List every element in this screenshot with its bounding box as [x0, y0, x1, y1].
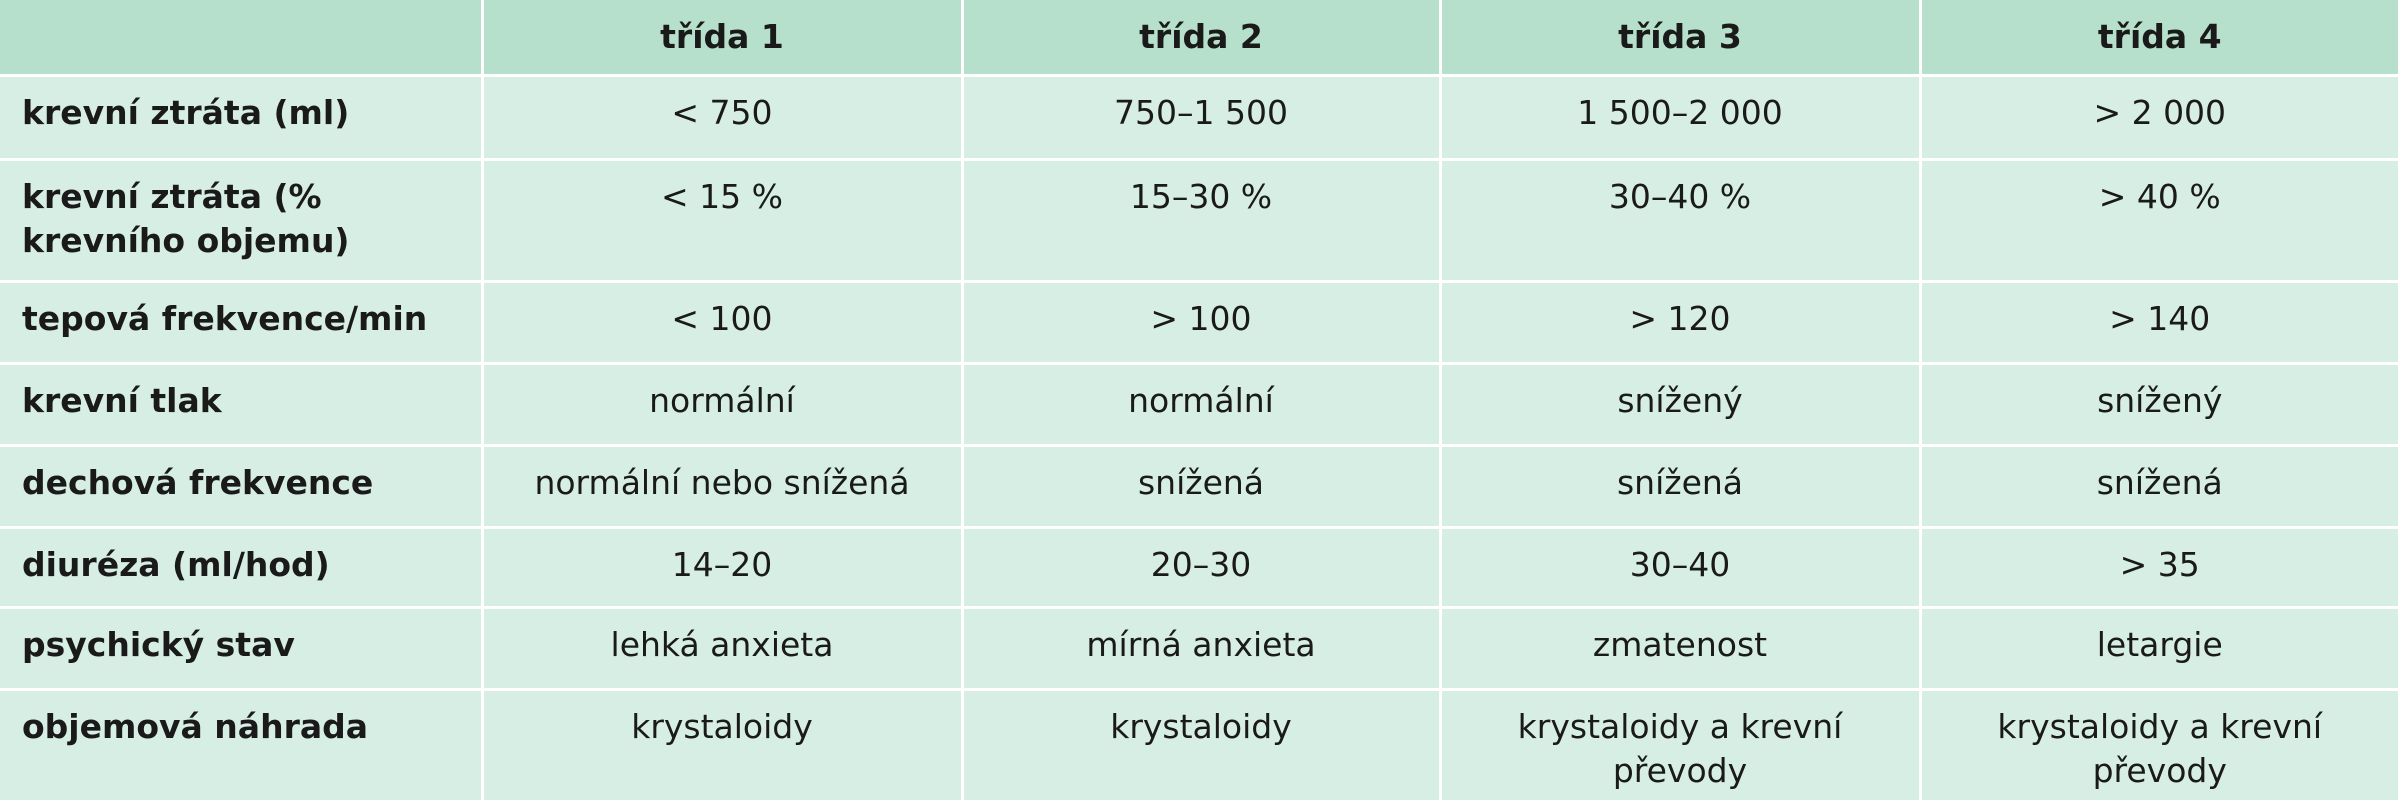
table-cell: 750–1 500: [962, 75, 1442, 161]
table-cell: mírná anxieta: [962, 607, 1442, 691]
column-header-class-4: třída 4: [1920, 0, 2398, 77]
table-cell: snížená: [962, 445, 1442, 529]
row-label: tepová frekvence/min: [0, 281, 484, 365]
table-cell: normální: [482, 363, 964, 447]
table-cell: zmatenost: [1440, 607, 1922, 691]
table-cell: krystaloidy: [962, 689, 1442, 800]
table-cell: snížená: [1920, 445, 2398, 529]
table-cell: > 140: [1920, 281, 2398, 365]
table-cell: 15–30 %: [962, 159, 1442, 283]
row-label: objemová náhrada: [0, 689, 484, 800]
table-cell: < 750: [482, 75, 964, 161]
table-cell: 14–20: [482, 527, 964, 609]
table-cell: 20–30: [962, 527, 1442, 609]
table-row: dechová frekvence normální nebo snížená …: [0, 445, 2398, 529]
table-cell: < 15 %: [482, 159, 964, 283]
header-corner-cell: [0, 0, 484, 77]
row-label: dechová frekvence: [0, 445, 484, 529]
table-cell: > 2 000: [1920, 75, 2398, 161]
table-cell: krystaloidy a krevní převody: [1440, 689, 1922, 800]
table-row: psychický stav lehká anxieta mírná anxie…: [0, 607, 2398, 691]
table-cell: 30–40 %: [1440, 159, 1922, 283]
row-label: krevní ztráta (ml): [0, 75, 484, 161]
table-cell: > 100: [962, 281, 1442, 365]
table-cell: > 40 %: [1920, 159, 2398, 283]
table-cell: 30–40: [1440, 527, 1922, 609]
row-label: diuréza (ml/hod): [0, 527, 484, 609]
row-label: krevní tlak: [0, 363, 484, 447]
table-cell: > 120: [1440, 281, 1922, 365]
table-cell: krystaloidy: [482, 689, 964, 800]
table-row: diuréza (ml/hod) 14–20 20–30 30–40 > 35: [0, 527, 2398, 609]
table-cell: krystaloidy a krevní převody: [1920, 689, 2398, 800]
table-cell: > 35: [1920, 527, 2398, 609]
table-cell: 1 500–2 000: [1440, 75, 1922, 161]
table-row: tepová frekvence/min < 100 > 100 > 120 >…: [0, 281, 2398, 365]
column-header-class-1: třída 1: [482, 0, 964, 77]
table-row: krevní ztráta (% krevního objemu) < 15 %…: [0, 159, 2398, 283]
table-cell: lehká anxieta: [482, 607, 964, 691]
table-cell: snížená: [1440, 445, 1922, 529]
column-header-class-2: třída 2: [962, 0, 1442, 77]
table-cell: snížený: [1440, 363, 1922, 447]
table-row: objemová náhrada krystaloidy krystaloidy…: [0, 689, 2398, 800]
table-cell: normální: [962, 363, 1442, 447]
header-row: třída 1 třída 2 třída 3 třída 4: [0, 0, 2398, 77]
table-row: krevní tlak normální normální snížený sn…: [0, 363, 2398, 447]
table-cell: normální nebo snížená: [482, 445, 964, 529]
table-cell: snížený: [1920, 363, 2398, 447]
table-cell: < 100: [482, 281, 964, 365]
column-header-class-3: třída 3: [1440, 0, 1922, 77]
row-label: psychický stav: [0, 607, 484, 691]
table-cell: letargie: [1920, 607, 2398, 691]
row-label: krevní ztráta (% krevního objemu): [0, 159, 484, 283]
table-row: krevní ztráta (ml) < 750 750–1 500 1 500…: [0, 75, 2398, 161]
